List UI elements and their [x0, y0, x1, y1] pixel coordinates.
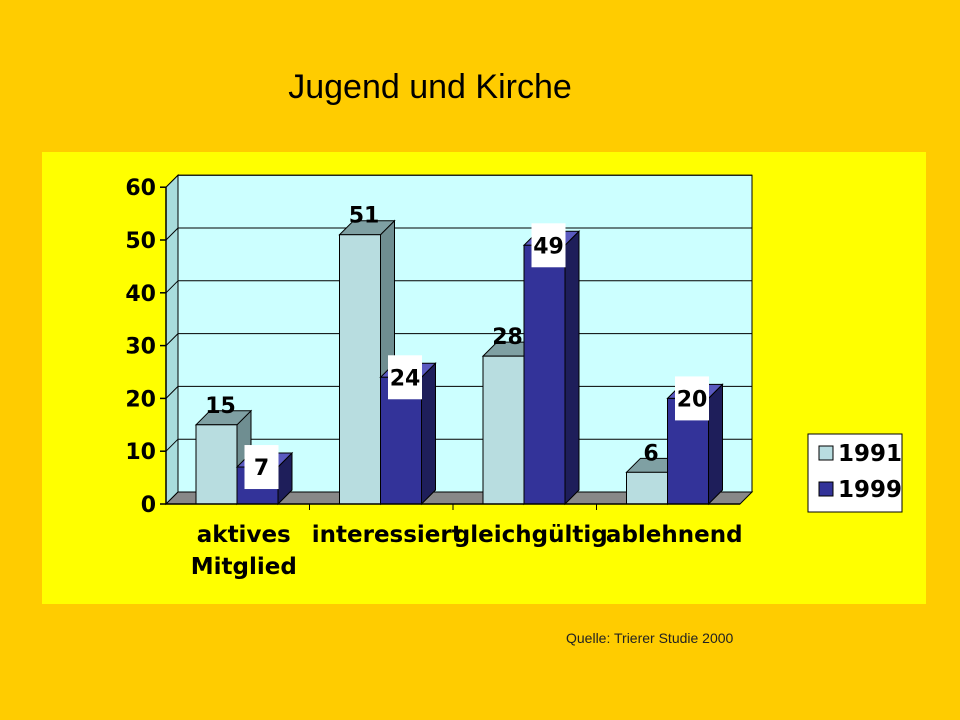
category-label: aktives — [197, 522, 291, 548]
category-label: ablehnend — [606, 522, 743, 548]
y-tick-label: 0 — [141, 493, 156, 518]
bar-1999 — [523, 244, 566, 505]
gridline-side — [165, 438, 179, 452]
gridline-side — [165, 280, 179, 294]
bar-1991 — [482, 355, 525, 505]
data-label-1999: 49 — [533, 234, 564, 259]
data-label-1999: 20 — [677, 387, 708, 412]
chart-title: Jugend und Kirche — [288, 68, 572, 106]
legend-swatch-1991 — [818, 445, 834, 461]
bar-1999-side — [421, 362, 436, 506]
data-label-1991: 15 — [205, 394, 236, 419]
y-tick-label: 30 — [125, 335, 156, 360]
bar-1991 — [626, 471, 668, 505]
bar-1991 — [195, 424, 238, 505]
gridline-side — [165, 333, 179, 346]
data-label-box-1999 — [244, 445, 279, 490]
data-label-1991: 51 — [349, 204, 380, 229]
gridline-side — [165, 227, 179, 241]
y-tick-label: 40 — [125, 282, 156, 307]
gridline-side — [165, 386, 179, 399]
data-label-1999: 24 — [390, 366, 421, 391]
source-note: Quelle: Trierer Studie 2000 — [566, 630, 734, 646]
data-label-box-1999 — [388, 355, 422, 400]
gridline-side — [165, 174, 179, 188]
data-label-box-1999 — [675, 376, 709, 421]
category-label: gleichgültig — [454, 522, 608, 548]
y-tick-label: 60 — [125, 176, 156, 201]
y-tick-label: 10 — [125, 440, 156, 465]
category-label: interessiert — [312, 522, 463, 548]
bar-1999-side — [564, 230, 580, 506]
legend-swatch-1999 — [818, 481, 834, 497]
bar-1991 — [339, 234, 381, 505]
data-label-1999: 7 — [254, 456, 269, 481]
bar-1999-side — [708, 383, 723, 506]
data-label-1991: 6 — [643, 441, 658, 466]
y-tick-label: 20 — [125, 387, 156, 412]
data-label-box-1999 — [531, 223, 566, 268]
legend-label-1991: 1991 — [838, 441, 902, 467]
data-label-1991: 28 — [492, 325, 523, 350]
legend-label-1999: 1999 — [838, 477, 902, 503]
category-label: Mitglied — [191, 554, 297, 580]
y-tick-label: 50 — [125, 229, 156, 254]
